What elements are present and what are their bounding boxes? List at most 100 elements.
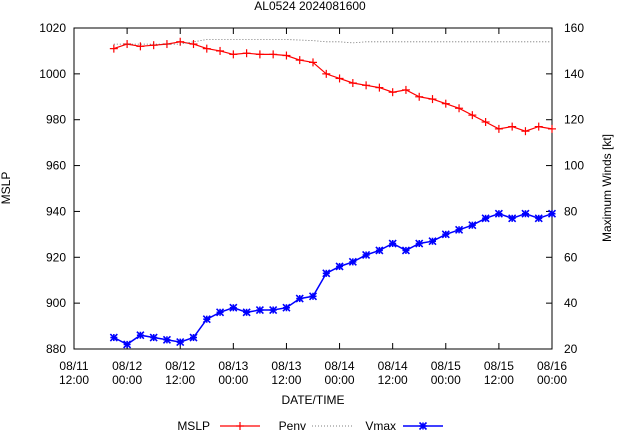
series-line-mslp [113,41,553,132]
data-point-vmax [295,294,304,303]
data-point-mslp [388,88,397,97]
data-point-vmax [348,257,357,266]
data-point-vmax [401,246,411,255]
data-point-vmax [202,315,211,324]
x-axis-ticks: 08/1112:0008/1200:0008/1212:0008/1300:00… [59,28,567,387]
plot-frame [73,27,553,350]
x-tick-label-time: 12:00 [59,373,89,387]
x-tick-label-time: 12:00 [484,373,514,387]
plot-area [73,27,553,350]
data-point-vmax [322,269,331,278]
series-line-vmax [113,212,553,346]
data-point-mslp [216,46,225,55]
left-axis-ticks: 880 900 920 940 960 980 1000 1020 [39,21,80,356]
x-tick-label-time: 12:00 [271,373,301,387]
x-tick-label-date: 08/16 [537,359,567,373]
data-point-vmax [162,335,172,344]
y-tick-label-left: 900 [46,296,66,310]
data-point-mslp [282,51,291,60]
data-point-mslp [269,50,278,59]
series-layer [109,37,557,349]
legend-label-vmax: Vmax [365,419,396,432]
data-point-mslp [162,40,171,49]
data-point-mslp [494,124,503,133]
data-point-vmax [441,230,450,239]
data-point-mslp [401,85,410,94]
legend-label-penv: Penv [279,419,306,432]
data-point-vmax [229,303,238,312]
data-point-mslp [176,37,185,46]
data-point-vmax [468,221,477,230]
x-tick-label-time: 00:00 [218,373,248,387]
data-point-vmax [508,214,517,223]
right-axis-ticks: 20 40 60 80 100 120 140 160 [546,21,584,356]
x-tick-label-time: 12:00 [165,373,195,387]
x-tick-label-time: 12:00 [378,373,408,387]
y-tick-label-left: 920 [46,250,66,264]
x-tick-label-time: 00:00 [537,373,567,387]
y-tick-label-right: 20 [564,342,578,356]
x-tick-label-date: 08/15 [431,359,461,373]
x-tick-label-date: 08/15 [484,359,514,373]
legend-marker-mslp [236,422,244,430]
x-axis-label: DATE/TIME [281,393,344,407]
y-tick-label-right: 100 [564,159,584,173]
data-point-mslp [335,74,344,83]
data-point-vmax [547,209,557,218]
legend-marker-point [236,422,244,430]
data-point-vmax [308,292,318,301]
data-point-vmax [454,225,464,234]
y-tick-label-right: 120 [564,113,584,127]
x-tick-label-date: 08/14 [378,359,408,373]
data-point-vmax [269,305,278,315]
x-tick-label-date: 08/13 [271,359,301,373]
data-point-mslp [149,41,158,50]
data-point-mslp [202,44,211,53]
x-tick-label-time: 00:00 [325,373,355,387]
y-axis-label-right: Maximum Winds [kt] [600,134,614,242]
legend-marker-vmax [418,421,428,431]
data-point-mslp [109,44,118,53]
data-point-mslp [415,92,424,101]
y-tick-label-left: 960 [46,159,66,173]
data-point-mslp [348,79,357,88]
data-point-vmax [149,333,158,342]
data-point-mslp [508,122,517,131]
y-tick-label-left: 880 [46,342,66,356]
y-tick-label-right: 60 [564,250,578,264]
x-tick-label-date: 08/12 [165,359,195,373]
data-point-mslp [123,40,132,49]
data-point-mslp [242,49,251,58]
y-tick-label-right: 80 [564,204,578,218]
series-vmax [109,209,557,349]
data-point-vmax [375,246,384,255]
data-point-mslp [441,99,450,108]
y-tick-label-left: 1020 [39,21,66,35]
data-point-mslp [481,118,490,127]
x-tick-label-date: 08/11 [59,359,88,373]
data-point-vmax [123,340,132,349]
data-point-mslp [309,58,317,67]
x-tick-label-date: 08/12 [112,359,142,373]
y-tick-label-right: 160 [564,21,584,35]
legend: MSLP Penv Vmax [177,419,443,432]
data-point-vmax [335,262,344,271]
data-point-vmax [428,237,437,246]
data-point-mslp [468,111,477,120]
data-point-vmax [282,303,291,312]
data-point-vmax [109,333,118,342]
data-point-vmax [388,239,397,248]
data-point-mslp [548,124,556,133]
data-point-vmax [494,209,503,218]
x-tick-label-time: 00:00 [112,373,142,387]
data-point-mslp [428,95,437,104]
data-point-mslp [375,83,384,92]
y-tick-label-left: 1000 [39,67,66,81]
x-tick-label-time: 00:00 [431,373,461,387]
data-point-mslp [295,56,304,65]
data-point-vmax [215,308,225,317]
data-point-vmax [242,308,251,317]
y-axis-label-left: MSLP [0,172,13,205]
data-point-mslp [255,50,264,59]
series-mslp [109,37,556,136]
